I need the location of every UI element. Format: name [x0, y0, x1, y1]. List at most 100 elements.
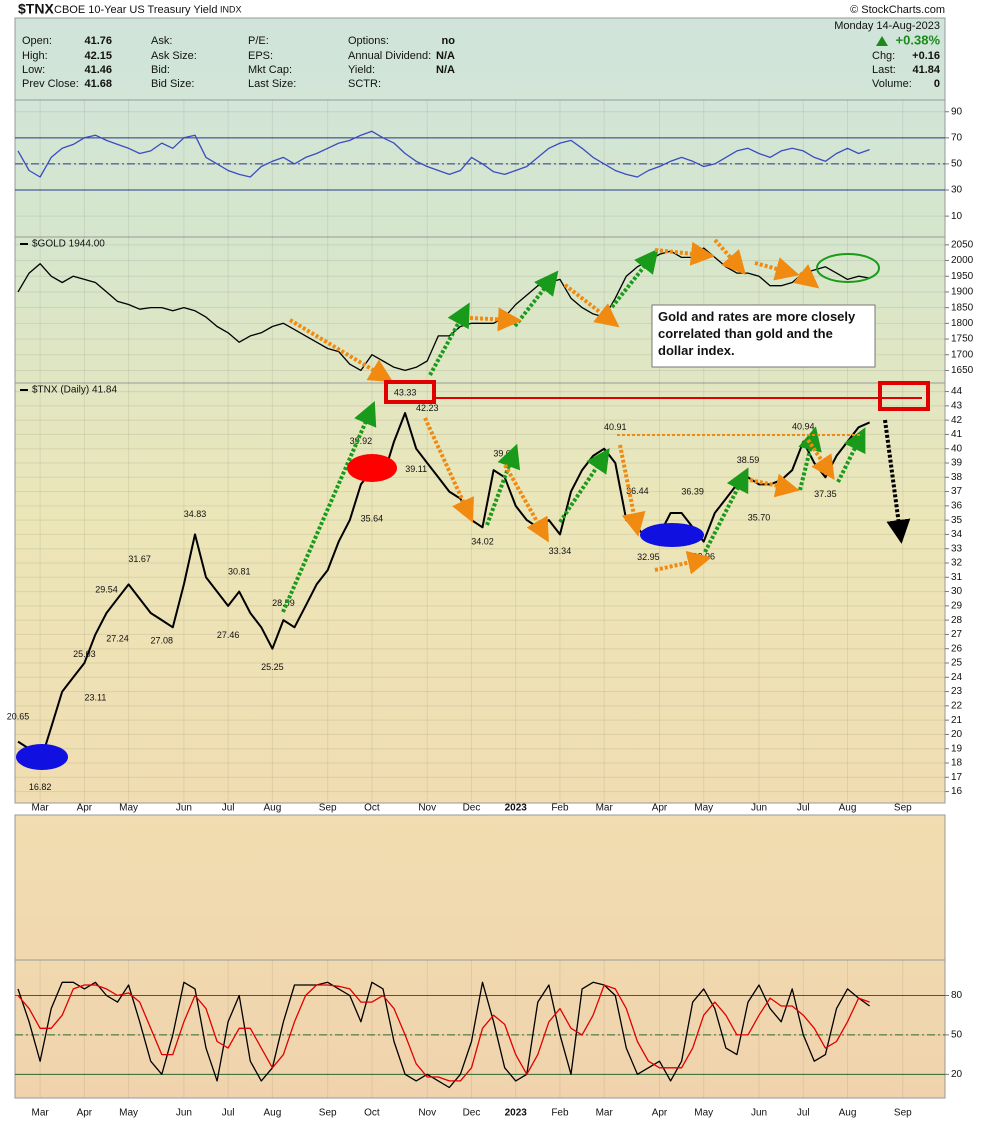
y-tick-label: 27 — [951, 629, 963, 640]
point-label: 23.11 — [84, 692, 106, 702]
exchange: INDX — [220, 4, 242, 14]
x-tick-label: Jul — [222, 803, 235, 814]
x-tick-label: Aug — [839, 803, 857, 814]
point-label: 36.39 — [681, 487, 704, 497]
quote-label: EPS: — [248, 50, 273, 62]
panel-frame — [14, 382, 946, 804]
quote-value: 41.46 — [84, 64, 112, 76]
x-tick-label: Feb — [551, 1108, 569, 1119]
y-tick-label: 39 — [951, 458, 963, 469]
x-tick-label: May — [119, 1108, 138, 1119]
green-arrow — [836, 427, 866, 483]
date: Monday 14-Aug-2023 — [834, 20, 940, 32]
x-tick-label: Jul — [222, 1108, 235, 1119]
point-label: 27.46 — [217, 630, 240, 640]
y-tick-label: 1750 — [951, 334, 974, 345]
quote-label: Low: — [22, 64, 45, 76]
point-label: 31.67 — [128, 554, 151, 564]
annotations — [281, 238, 930, 613]
x-tick-label: Feb — [551, 803, 569, 814]
y-tick-label: 23 — [951, 686, 963, 697]
y-tick-label: 2050 — [951, 239, 974, 250]
orange-arrow — [754, 257, 800, 281]
y-tick-label: 20 — [951, 729, 963, 740]
x-tick-label: 2023 — [505, 803, 528, 814]
y-tick-label: 26 — [951, 643, 963, 654]
series-line — [17, 130, 870, 178]
y-tick-label: 16 — [951, 786, 963, 797]
green-arrow — [281, 400, 377, 613]
quote-value: 41.68 — [84, 78, 112, 90]
y-tick-label: 1850 — [951, 302, 974, 313]
series-line — [17, 984, 870, 1082]
point-label: 39.92 — [350, 436, 373, 446]
orange-arrow — [469, 307, 522, 332]
summary-label: Last: — [872, 64, 896, 76]
y-tick-label: 40 — [951, 443, 963, 454]
legend-label: $TNX (Daily) 41.84 — [32, 385, 117, 396]
summary-label: Chg: — [872, 50, 895, 62]
point-label: 35.70 — [748, 513, 771, 523]
point-label: 40.94 — [792, 422, 815, 432]
quote-label: Open: — [22, 35, 52, 47]
quote-label: Last Size: — [248, 78, 296, 90]
quote-label: Mkt Cap: — [248, 64, 292, 76]
point-label: 20.65 — [7, 712, 30, 722]
point-label: 42.23 — [416, 403, 439, 413]
red-ellipse — [347, 454, 397, 482]
x-tick-label: Aug — [263, 803, 281, 814]
point-label: 40.91 — [604, 422, 627, 432]
y-tick-label: 43 — [951, 400, 963, 411]
y-tick-label: 80 — [951, 990, 963, 1001]
chart-background — [15, 18, 945, 1098]
point-label: 27.24 — [106, 633, 129, 643]
y-tick-label: 30 — [951, 586, 963, 597]
orange-arrow — [563, 283, 620, 328]
green-arrow — [428, 302, 470, 376]
axis-gap — [15, 803, 945, 815]
y-tick-label: 50 — [951, 159, 963, 170]
y-tick-label: 44 — [951, 386, 963, 397]
y-tick-label: 41 — [951, 429, 963, 440]
quote-value: N/A — [436, 50, 455, 62]
y-tick-label: 37 — [951, 486, 963, 497]
quote-label: Bid: — [151, 64, 170, 76]
x-tick-label: Mar — [32, 803, 50, 814]
x-tick-label: Dec — [463, 803, 481, 814]
point-label: 34.02 — [471, 537, 494, 547]
point-label: 29.54 — [95, 585, 118, 595]
y-tick-label: 1700 — [951, 349, 974, 360]
orange-arrow — [713, 238, 746, 275]
orange-arrow — [618, 444, 646, 537]
x-tick-label: Sep — [319, 1108, 337, 1119]
y-tick-label: 20 — [951, 1069, 963, 1080]
orange-arrow — [503, 464, 549, 543]
quote-value: no — [442, 35, 456, 47]
change-percent: +0.38% — [896, 32, 941, 47]
x-tick-label: Sep — [319, 803, 337, 814]
series-line — [17, 412, 871, 764]
point-label: 35.64 — [361, 513, 384, 523]
x-tick-label: Jun — [176, 1108, 192, 1119]
x-tick-label: May — [694, 1108, 713, 1119]
quote-label: SCTR: — [348, 78, 381, 90]
green-arrow — [610, 248, 659, 309]
y-tick-label: 38 — [951, 472, 963, 483]
x-tick-label: Jun — [176, 803, 192, 814]
point-label: 36.44 — [626, 486, 649, 496]
y-tick-label: 1900 — [951, 287, 974, 298]
note: Gold and rates are more closely correlat… — [658, 309, 855, 358]
x-tick-label: Dec — [463, 1108, 481, 1119]
green-ellipse — [816, 253, 880, 283]
y-tick-label: 21 — [951, 715, 963, 726]
x-tick-label: May — [119, 803, 138, 814]
orange-arrow — [806, 438, 835, 480]
point-label: 33.34 — [549, 546, 572, 556]
quote-label: Annual Dividend: — [348, 50, 431, 62]
y-tick-label: 34 — [951, 529, 963, 540]
y-tick-label: 22 — [951, 700, 963, 711]
y-tick-label: 28 — [951, 615, 963, 626]
point-label: 25.03 — [73, 649, 96, 659]
y-tick-label: 17 — [951, 772, 963, 783]
